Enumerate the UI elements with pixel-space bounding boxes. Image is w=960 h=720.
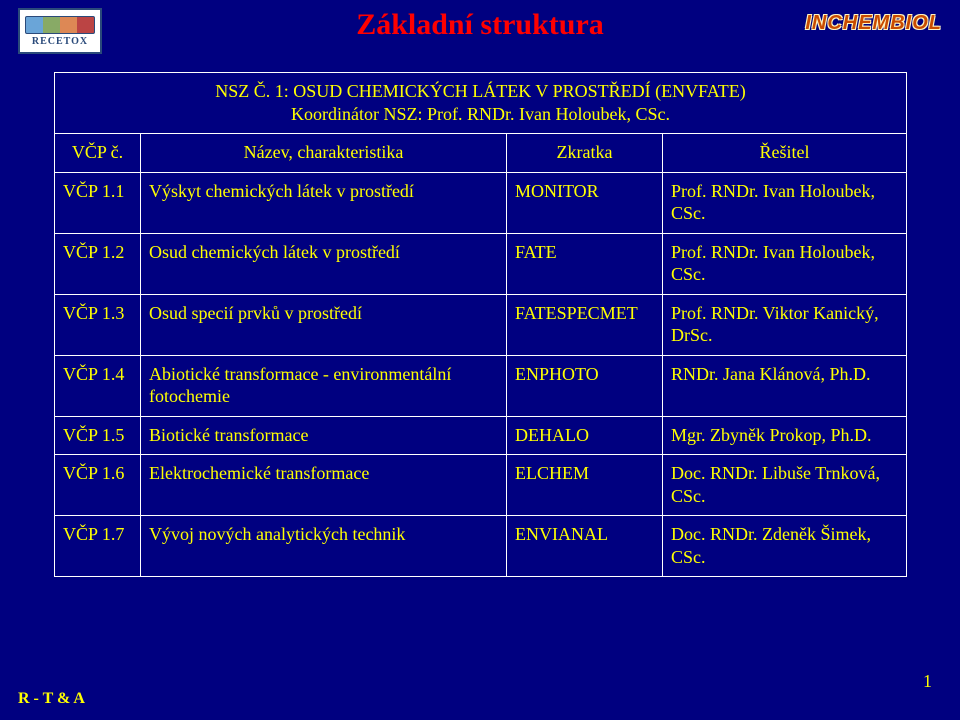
cell-owner: RNDr. Jana Klánová, Ph.D.	[663, 355, 907, 416]
page-title: Základní struktura	[0, 8, 960, 42]
cell-abbr: ELCHEM	[507, 455, 663, 516]
header-span-line2: Koordinátor NSZ: Prof. RNDr. Ivan Holoub…	[291, 104, 670, 124]
cell-code: VČP 1.5	[55, 416, 141, 455]
cell-owner: Prof. RNDr. Ivan Holoubek, CSc.	[663, 233, 907, 294]
cell-abbr: FATE	[507, 233, 663, 294]
page-number: 1	[923, 671, 932, 692]
cell-name: Osud specií prvků v prostředí	[141, 294, 507, 355]
content-table: NSZ Č. 1: OSUD CHEMICKÝCH LÁTEK V PROSTŘ…	[54, 72, 907, 577]
footer-label: R - T & A	[18, 690, 85, 708]
cell-code: VČP 1.4	[55, 355, 141, 416]
table-row: VČP 1.2 Osud chemických látek v prostřed…	[55, 233, 907, 294]
table-row: VČP 1.1 Výskyt chemických látek v prostř…	[55, 172, 907, 233]
cell-name: Vývoj nových analytických technik	[141, 516, 507, 577]
header-span-line1: NSZ Č. 1: OSUD CHEMICKÝCH LÁTEK V PROSTŘ…	[215, 81, 746, 101]
table-column-header-row: VČP č. Název, charakteristika Zkratka Ře…	[55, 134, 907, 173]
cell-name: Biotické transformace	[141, 416, 507, 455]
table-header-span: NSZ Č. 1: OSUD CHEMICKÝCH LÁTEK V PROSTŘ…	[55, 73, 907, 134]
cell-code: VČP 1.3	[55, 294, 141, 355]
table-row: VČP 1.6 Elektrochemické transformace ELC…	[55, 455, 907, 516]
cell-owner: Doc. RNDr. Libuše Trnková, CSc.	[663, 455, 907, 516]
cell-code: VČP 1.1	[55, 172, 141, 233]
cell-name: Výskyt chemických látek v prostředí	[141, 172, 507, 233]
col-header-owner: Řešitel	[663, 134, 907, 173]
cell-owner: Prof. RNDr. Viktor Kanický, DrSc.	[663, 294, 907, 355]
cell-name: Abiotické transformace - environmentální…	[141, 355, 507, 416]
cell-abbr: DEHALO	[507, 416, 663, 455]
cell-name: Elektrochemické transformace	[141, 455, 507, 516]
col-header-code: VČP č.	[55, 134, 141, 173]
content-table-wrap: NSZ Č. 1: OSUD CHEMICKÝCH LÁTEK V PROSTŘ…	[54, 72, 906, 577]
cell-code: VČP 1.7	[55, 516, 141, 577]
cell-abbr: ENPHOTO	[507, 355, 663, 416]
cell-owner: Mgr. Zbyněk Prokop, Ph.D.	[663, 416, 907, 455]
col-header-name: Název, charakteristika	[141, 134, 507, 173]
cell-code: VČP 1.6	[55, 455, 141, 516]
cell-owner: Prof. RNDr. Ivan Holoubek, CSc.	[663, 172, 907, 233]
cell-owner: Doc. RNDr. Zdeněk Šimek, CSc.	[663, 516, 907, 577]
col-header-abbr: Zkratka	[507, 134, 663, 173]
table-header-span-row: NSZ Č. 1: OSUD CHEMICKÝCH LÁTEK V PROSTŘ…	[55, 73, 907, 134]
table-row: VČP 1.5 Biotické transformace DEHALO Mgr…	[55, 416, 907, 455]
table-row: VČP 1.4 Abiotické transformace - environ…	[55, 355, 907, 416]
cell-abbr: ENVIANAL	[507, 516, 663, 577]
table-row: VČP 1.3 Osud specií prvků v prostředí FA…	[55, 294, 907, 355]
cell-abbr: FATESPECMET	[507, 294, 663, 355]
cell-code: VČP 1.2	[55, 233, 141, 294]
cell-name: Osud chemických látek v prostředí	[141, 233, 507, 294]
table-row: VČP 1.7 Vývoj nových analytických techni…	[55, 516, 907, 577]
cell-abbr: MONITOR	[507, 172, 663, 233]
